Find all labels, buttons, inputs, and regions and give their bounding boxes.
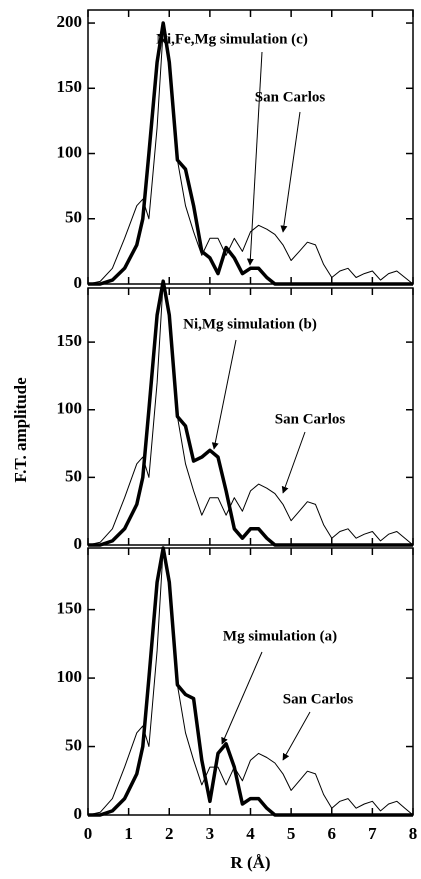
series-line [88,546,413,817]
annotation-arrow [282,711,311,761]
series-label: Mg simulation (a) [223,628,337,644]
series-line [88,21,413,286]
x-tick-label: 6 [328,824,337,843]
x-tick-label: 0 [84,824,93,843]
y-tick-label: 0 [74,804,83,823]
series-label: Ni,Mg simulation (b) [183,316,317,332]
annotation-arrow [246,51,263,266]
y-tick-label: 100 [57,399,83,418]
annotation-arrow [280,111,301,233]
series-line [88,279,413,547]
annotation-arrow [221,651,263,745]
series-label: Ni,Fe,Mg simulation (c) [156,31,308,47]
y-tick-label: 100 [57,667,83,686]
x-tick-label: 8 [409,824,418,843]
annotation-arrow [211,339,237,450]
y-tick-label: 50 [65,735,82,754]
y-tick-label: 200 [57,12,83,31]
y-axis-label: F.T. amplitude [11,377,30,483]
series-line [87,29,414,285]
x-tick-label: 7 [368,824,377,843]
annotation-arrow [281,431,306,494]
x-axis-label: R (Å) [230,853,270,872]
x-tick-label: 2 [165,824,174,843]
y-tick-label: 50 [65,466,82,485]
series-line [87,547,414,816]
series-label: San Carlos [275,411,346,427]
x-tick-label: 4 [246,824,255,843]
series-line [87,280,414,546]
x-tick-label: 3 [206,824,215,843]
y-tick-label: 50 [65,208,82,227]
y-tick-label: 150 [57,77,83,96]
y-tick-label: 150 [57,599,83,618]
y-tick-label: 0 [74,273,83,292]
y-tick-label: 0 [74,534,83,553]
x-tick-label: 1 [124,824,133,843]
y-tick-label: 150 [57,331,83,350]
series-label: San Carlos [283,691,354,707]
y-tick-label: 100 [57,142,83,161]
x-tick-label: 5 [287,824,296,843]
series-label: San Carlos [255,89,326,105]
